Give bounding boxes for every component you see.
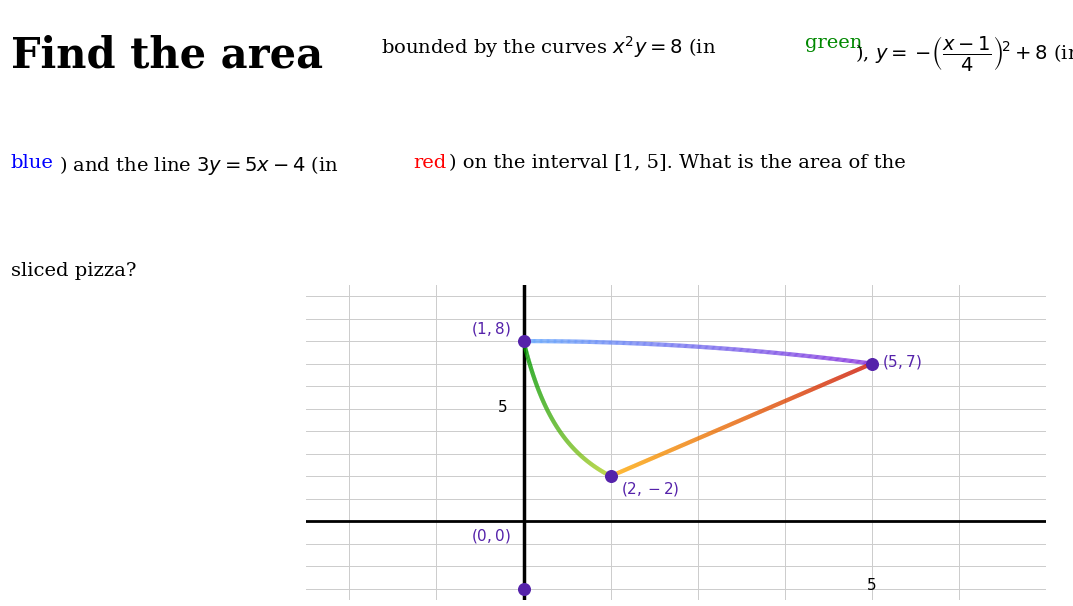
Point [515,336,532,346]
Point [515,584,532,593]
Text: sliced pizza?: sliced pizza? [11,262,136,280]
Text: 5: 5 [867,578,877,593]
Text: ), $y = -\!\left(\dfrac{x-1}{4}\right)^{\!2}+ 8$ (in: ), $y = -\!\left(\dfrac{x-1}{4}\right)^{… [855,34,1073,73]
Text: red: red [413,154,446,172]
Text: bounded by the curves $x^2y = 8$ (in: bounded by the curves $x^2y = 8$ (in [381,34,717,60]
Text: $(1, 8)$: $(1, 8)$ [471,320,511,338]
Text: Find the area: Find the area [11,34,323,76]
Text: $(2, -2)$: $(2, -2)$ [621,479,679,498]
Text: 5: 5 [498,400,508,415]
Text: ) on the interval [1, 5]. What is the area of the: ) on the interval [1, 5]. What is the ar… [449,154,906,172]
Text: $(5, 7)$: $(5, 7)$ [882,353,922,371]
Text: ) and the line $3y = 5x - 4$ (in: ) and the line $3y = 5x - 4$ (in [59,154,339,177]
Point [602,471,619,481]
Point [864,359,881,368]
Text: green: green [805,34,862,52]
Text: blue: blue [11,154,54,172]
Text: $(0, 0)$: $(0, 0)$ [471,527,511,545]
